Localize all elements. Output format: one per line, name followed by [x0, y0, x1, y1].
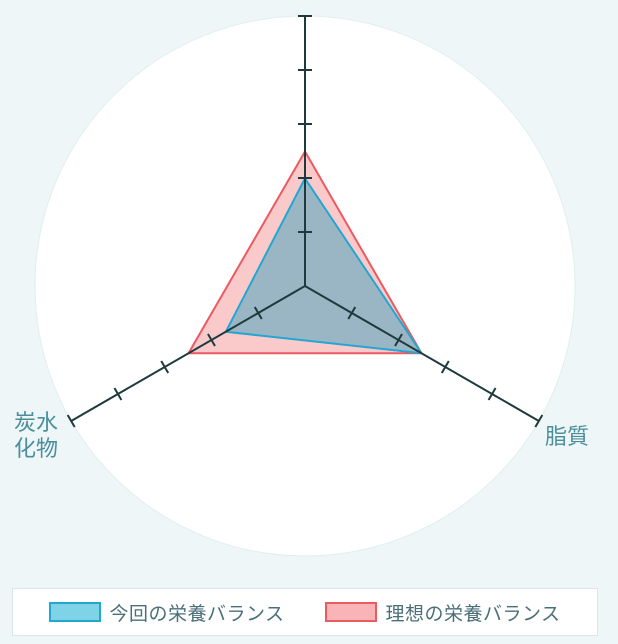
legend-swatch-ideal [325, 602, 378, 622]
legend-label-ideal: 理想の栄養バランス [385, 602, 561, 625]
axis-line-1 [304, 285, 540, 422]
legend: 今回の栄養バランス 理想の栄養バランス [12, 588, 598, 636]
legend-item-ideal[interactable]: 理想の栄養バランス [325, 599, 560, 626]
axis-tick-1-1 [347, 306, 357, 320]
legend-swatch-current [49, 602, 102, 622]
axis-tick-2-3 [160, 360, 170, 374]
series-polygon-1[interactable] [224, 176, 424, 355]
axis-tick-2-2 [207, 333, 216, 347]
axis-tick-1-3 [440, 360, 450, 374]
axis-tick-1-5 [534, 414, 544, 428]
axis-label-2: 炭水化物 [14, 411, 58, 462]
axis-tick-2-4 [113, 387, 123, 401]
axis-tick-2-1 [253, 306, 263, 320]
legend-item-current[interactable]: 今回の栄養バランス [49, 599, 284, 626]
label-layer: タンパク質脂質 炭水化物 [14, 0, 589, 462]
axis-label-0: タンパク質 [250, 0, 360, 4]
legend-label-current: 今回の栄養バランス [109, 602, 285, 625]
axis-line-2 [70, 285, 306, 422]
axis-layer [66, 15, 544, 428]
axis-tick-2-5 [66, 414, 76, 428]
axis-tick-1-4 [487, 387, 497, 401]
axis-label-1: 脂質 [545, 425, 589, 450]
axis-tick-1-2 [394, 333, 403, 347]
